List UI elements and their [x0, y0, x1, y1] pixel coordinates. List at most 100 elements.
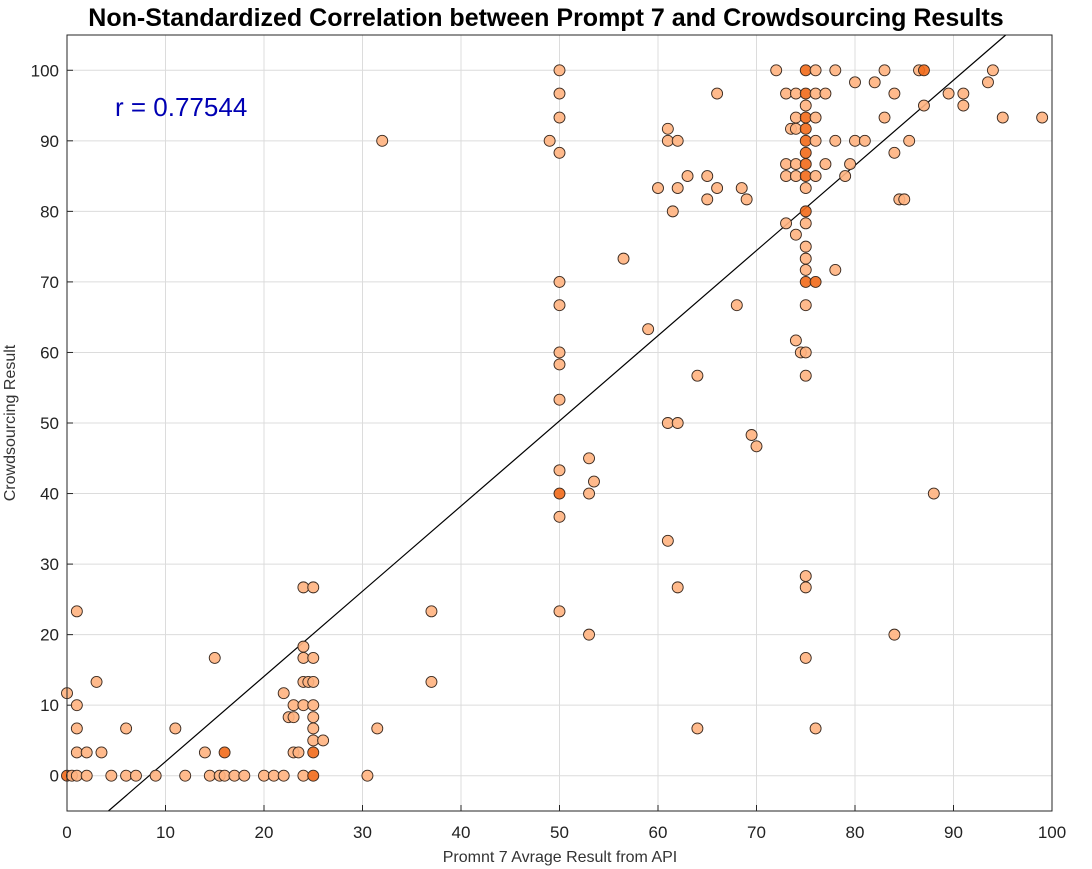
scatter-point	[553, 393, 566, 406]
scatter-point	[799, 217, 812, 230]
scatter-point	[149, 769, 162, 782]
plot-frame	[66, 34, 1053, 812]
y-tick-label: 70	[40, 273, 59, 292]
scatter-point	[292, 746, 305, 759]
scatter-point	[799, 263, 812, 276]
scatter-point	[297, 699, 310, 712]
scatter-point	[129, 769, 142, 782]
x-tick-label: 20	[255, 823, 274, 842]
scatter-point	[809, 134, 822, 147]
x-tick-label: 0	[62, 823, 71, 842]
scatter-point	[208, 651, 221, 664]
x-tick-label: 90	[944, 823, 963, 842]
y-axis-label: Crowdsourcing Result	[2, 344, 19, 501]
scatter-point	[829, 64, 842, 77]
scatter-point	[789, 111, 802, 124]
scatter-point	[238, 769, 251, 782]
scatter-point	[898, 193, 911, 206]
scatter-point	[809, 64, 822, 77]
scatter-point	[780, 170, 792, 183]
scatter-point	[617, 252, 630, 265]
scatter-point	[829, 263, 842, 276]
scatter-point	[789, 170, 802, 183]
scatter-point	[819, 87, 832, 100]
scatter-point	[425, 605, 438, 618]
scatter-point	[642, 323, 655, 336]
x-tick-label: 10	[156, 823, 175, 842]
scatter-point	[789, 228, 802, 241]
scatter-point	[70, 699, 83, 712]
y-tick-label: 10	[40, 696, 59, 715]
scatter-point	[730, 299, 743, 312]
scatter-point	[70, 769, 83, 782]
scatter-point	[553, 111, 566, 124]
scatter-point	[307, 734, 320, 747]
scatter-point	[691, 369, 704, 382]
scatter-point	[691, 722, 704, 735]
scatter-point	[780, 158, 792, 171]
scatter-point	[553, 510, 566, 523]
scatter-point	[203, 769, 216, 782]
scatter-point	[307, 711, 320, 724]
scatter-point	[583, 487, 595, 500]
x-tick-label: 30	[353, 823, 372, 842]
scatter-point	[681, 170, 694, 183]
scatter-point	[789, 87, 802, 100]
scatter-point	[583, 628, 595, 641]
scatter-point	[996, 111, 1009, 124]
scatter-point	[120, 722, 133, 735]
x-tick-label: 40	[452, 823, 471, 842]
scatter-point	[888, 628, 901, 641]
scatter-point	[799, 369, 812, 382]
scatter-point	[1036, 111, 1049, 124]
data-points	[61, 64, 1049, 782]
scatter-point	[809, 170, 822, 183]
scatter-point	[228, 769, 241, 782]
scatter-point	[903, 134, 916, 147]
scatter-point	[750, 440, 763, 453]
scatter-point	[799, 146, 812, 159]
scatter-point	[371, 722, 384, 735]
scatter-point	[307, 699, 320, 712]
trend-line	[107, 34, 1007, 812]
scatter-point	[307, 769, 320, 782]
scatter-point	[671, 134, 684, 147]
scatter-point	[799, 240, 812, 253]
y-tick-label: 80	[40, 202, 59, 221]
scatter-point	[799, 87, 812, 100]
x-tick-label: 70	[747, 823, 766, 842]
x-tick-label: 100	[1038, 823, 1066, 842]
scatter-point	[799, 64, 812, 77]
scatter-point	[780, 87, 792, 100]
scatter-point	[361, 769, 374, 782]
scatter-point	[553, 146, 566, 159]
scatter-point	[799, 158, 812, 171]
scatter-point	[735, 182, 748, 195]
scatter-point	[80, 746, 93, 759]
scatter-point	[799, 346, 812, 359]
scatter-point	[799, 111, 812, 124]
scatter-point	[297, 769, 310, 782]
scatter-point	[799, 252, 812, 265]
scatter-point	[307, 581, 320, 594]
scatter-point	[809, 111, 822, 124]
scatter-point	[376, 134, 389, 147]
scatter-point	[740, 193, 753, 206]
scatter-point	[799, 581, 812, 594]
scatter-point	[799, 122, 812, 135]
scatter-point	[307, 722, 320, 735]
scatter-point	[105, 769, 118, 782]
scatter-point	[80, 769, 93, 782]
scatter-point	[888, 87, 901, 100]
scatter-point	[809, 87, 822, 100]
scatter-point	[267, 769, 280, 782]
scatter-point	[553, 487, 566, 500]
scatter-point	[780, 217, 792, 230]
scatter-point	[277, 769, 290, 782]
scatter-point	[858, 134, 871, 147]
x-tick-label: 60	[649, 823, 668, 842]
scatter-point	[799, 99, 812, 112]
y-tick-label: 60	[40, 343, 59, 362]
scatter-point	[878, 64, 891, 77]
